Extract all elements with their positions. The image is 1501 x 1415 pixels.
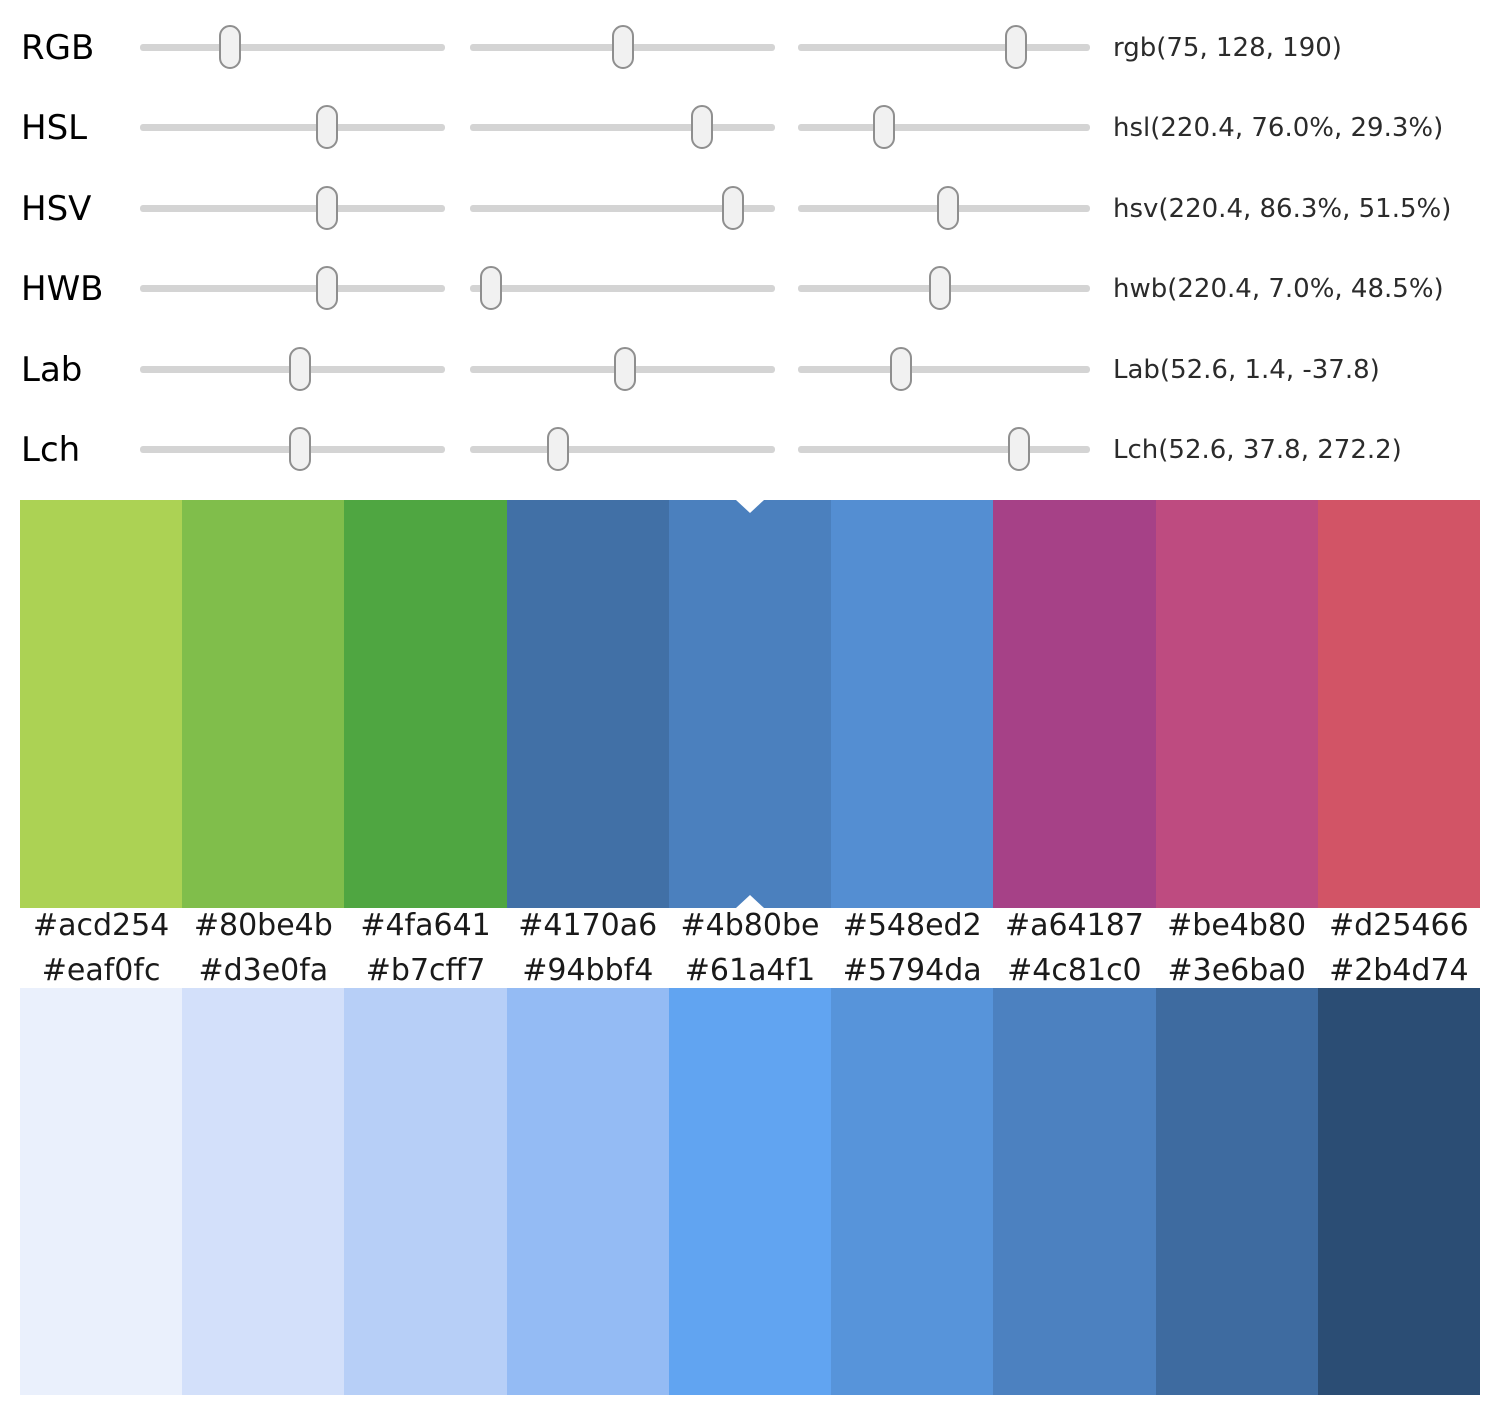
shade-swatch[interactable] xyxy=(668,988,832,1395)
swatch-hex-label: #2b4d74 xyxy=(1329,952,1469,988)
lch-h-track[interactable] xyxy=(798,427,1090,471)
swatch-hex-label: #80be4b xyxy=(193,907,333,943)
hsv-saturation-track[interactable] xyxy=(470,186,775,230)
lch-l-track[interactable] xyxy=(140,427,445,471)
hsl-value-readout: hsl(220.4, 76.0%, 29.3%) xyxy=(1113,113,1444,143)
shade-swatch[interactable] xyxy=(993,988,1156,1395)
shade-scale-palette xyxy=(20,988,1480,1395)
lab-b-track[interactable] xyxy=(798,347,1090,391)
swatch-hex-label: #d3e0fa xyxy=(198,952,329,988)
hsl-saturation-handle[interactable] xyxy=(690,105,713,149)
hsv-value-readout: hsv(220.4, 86.3%, 51.5%) xyxy=(1113,194,1452,224)
hsl-hue-track[interactable] xyxy=(140,105,445,149)
swatch-hex-label: #acd254 xyxy=(32,907,170,943)
shade-swatch[interactable] xyxy=(344,988,507,1395)
hwb-label: HWB xyxy=(21,269,104,309)
scale-swatch-selected[interactable] xyxy=(668,500,832,908)
swatch-hex-label: #d25466 xyxy=(1329,907,1469,943)
swatch-hex-label: #a64187 xyxy=(1004,907,1144,943)
swatch-hex-label: #4fa641 xyxy=(360,907,491,943)
swatch-hex-label: #4b80be xyxy=(680,907,820,943)
swatch-hex-label: #61a4f1 xyxy=(684,952,816,988)
lch-c-handle[interactable] xyxy=(547,427,570,471)
swatch-hex-label: #4170a6 xyxy=(518,907,658,943)
slider-row-hsv: HSV hsv(220.4, 86.3%, 51.5%) xyxy=(0,169,1501,249)
scale-swatch[interactable] xyxy=(506,500,669,908)
lab-l-track[interactable] xyxy=(140,347,445,391)
hsl-hue-handle[interactable] xyxy=(315,105,338,149)
lch-c-track[interactable] xyxy=(470,427,775,471)
shade-swatch[interactable] xyxy=(831,988,994,1395)
lab-a-track[interactable] xyxy=(470,347,775,391)
scale-swatch[interactable] xyxy=(831,500,994,908)
lch-label: Lch xyxy=(21,430,81,470)
lch-h-handle[interactable] xyxy=(1007,427,1030,471)
hsv-hue-track[interactable] xyxy=(140,186,445,230)
rgb-blue-handle[interactable] xyxy=(1004,25,1027,69)
hwb-value-readout: hwb(220.4, 7.0%, 48.5%) xyxy=(1113,274,1444,304)
swatch-hex-label: #5794da xyxy=(842,952,982,988)
lab-l-handle[interactable] xyxy=(289,347,312,391)
scale-swatch[interactable] xyxy=(1155,500,1318,908)
swatch-hex-label: #be4b80 xyxy=(1167,907,1307,943)
lab-value-readout: Lab(52.6, 1.4, -37.8) xyxy=(1113,355,1380,385)
hsv-label: HSV xyxy=(21,189,92,229)
selection-marker-top-icon xyxy=(735,500,764,513)
swatch-hex-label: #94bbf4 xyxy=(522,952,654,988)
swatch-hex-label: #548ed2 xyxy=(842,907,982,943)
lch-value-readout: Lch(52.6, 37.8, 272.2) xyxy=(1113,435,1402,465)
hsl-label: HSL xyxy=(21,108,88,148)
lch-l-handle[interactable] xyxy=(289,427,312,471)
rgb-blue-track[interactable] xyxy=(798,25,1090,69)
hsl-lightness-handle[interactable] xyxy=(872,105,895,149)
lab-a-handle[interactable] xyxy=(613,347,636,391)
hwb-blackness-track[interactable] xyxy=(798,266,1090,310)
hsl-saturation-track[interactable] xyxy=(470,105,775,149)
hwb-whiteness-track[interactable] xyxy=(470,266,775,310)
swatch-hex-label: #b7cff7 xyxy=(365,952,486,988)
rgb-value-readout: rgb(75, 128, 190) xyxy=(1113,33,1342,63)
scale-swatch[interactable] xyxy=(20,500,183,908)
shade-swatch[interactable] xyxy=(20,988,183,1395)
hsv-value-track[interactable] xyxy=(798,186,1090,230)
rgb-label: RGB xyxy=(21,28,95,68)
slider-row-lab: Lab Lab(52.6, 1.4, -37.8) xyxy=(0,330,1501,410)
hwb-hue-handle[interactable] xyxy=(315,266,338,310)
color-scale-palette xyxy=(20,500,1480,908)
scale-hex-labels: #acd254 #80be4b #4fa641 #4170a6 #4b80be … xyxy=(20,907,1480,943)
swatch-hex-label: #3e6ba0 xyxy=(1167,952,1306,988)
hsv-hue-handle[interactable] xyxy=(315,186,338,230)
rgb-green-track[interactable] xyxy=(470,25,775,69)
shade-swatch[interactable] xyxy=(182,988,345,1395)
rgb-red-handle[interactable] xyxy=(218,25,241,69)
swatch-hex-label: #4c81c0 xyxy=(1007,952,1142,988)
slider-row-lch: Lch Lch(52.6, 37.8, 272.2) xyxy=(0,410,1501,490)
swatch-hex-label: #eaf0fc xyxy=(41,952,161,988)
hwb-hue-track[interactable] xyxy=(140,266,445,310)
hsv-value-handle[interactable] xyxy=(937,186,960,230)
hwb-whiteness-handle[interactable] xyxy=(480,266,503,310)
hwb-blackness-handle[interactable] xyxy=(928,266,951,310)
rgb-red-track[interactable] xyxy=(140,25,445,69)
hsv-saturation-handle[interactable] xyxy=(722,186,745,230)
slider-row-rgb: RGB rgb(75, 128, 190) xyxy=(0,8,1501,88)
scale-swatch[interactable] xyxy=(993,500,1156,908)
shade-swatch[interactable] xyxy=(506,988,669,1395)
scale-swatch[interactable] xyxy=(344,500,507,908)
slider-row-hsl: HSL hsl(220.4, 76.0%, 29.3%) xyxy=(0,88,1501,168)
hsl-lightness-track[interactable] xyxy=(798,105,1090,149)
selection-marker-bottom-icon xyxy=(735,895,764,908)
rgb-green-handle[interactable] xyxy=(612,25,635,69)
slider-row-hwb: HWB hwb(220.4, 7.0%, 48.5%) xyxy=(0,249,1501,329)
lab-label: Lab xyxy=(21,350,83,390)
shade-swatch[interactable] xyxy=(1317,988,1480,1395)
lab-b-handle[interactable] xyxy=(890,347,913,391)
shade-hex-labels: #eaf0fc #d3e0fa #b7cff7 #94bbf4 #61a4f1 … xyxy=(20,952,1480,988)
shade-swatch[interactable] xyxy=(1155,988,1318,1395)
scale-swatch[interactable] xyxy=(1317,500,1480,908)
scale-swatch[interactable] xyxy=(182,500,345,908)
